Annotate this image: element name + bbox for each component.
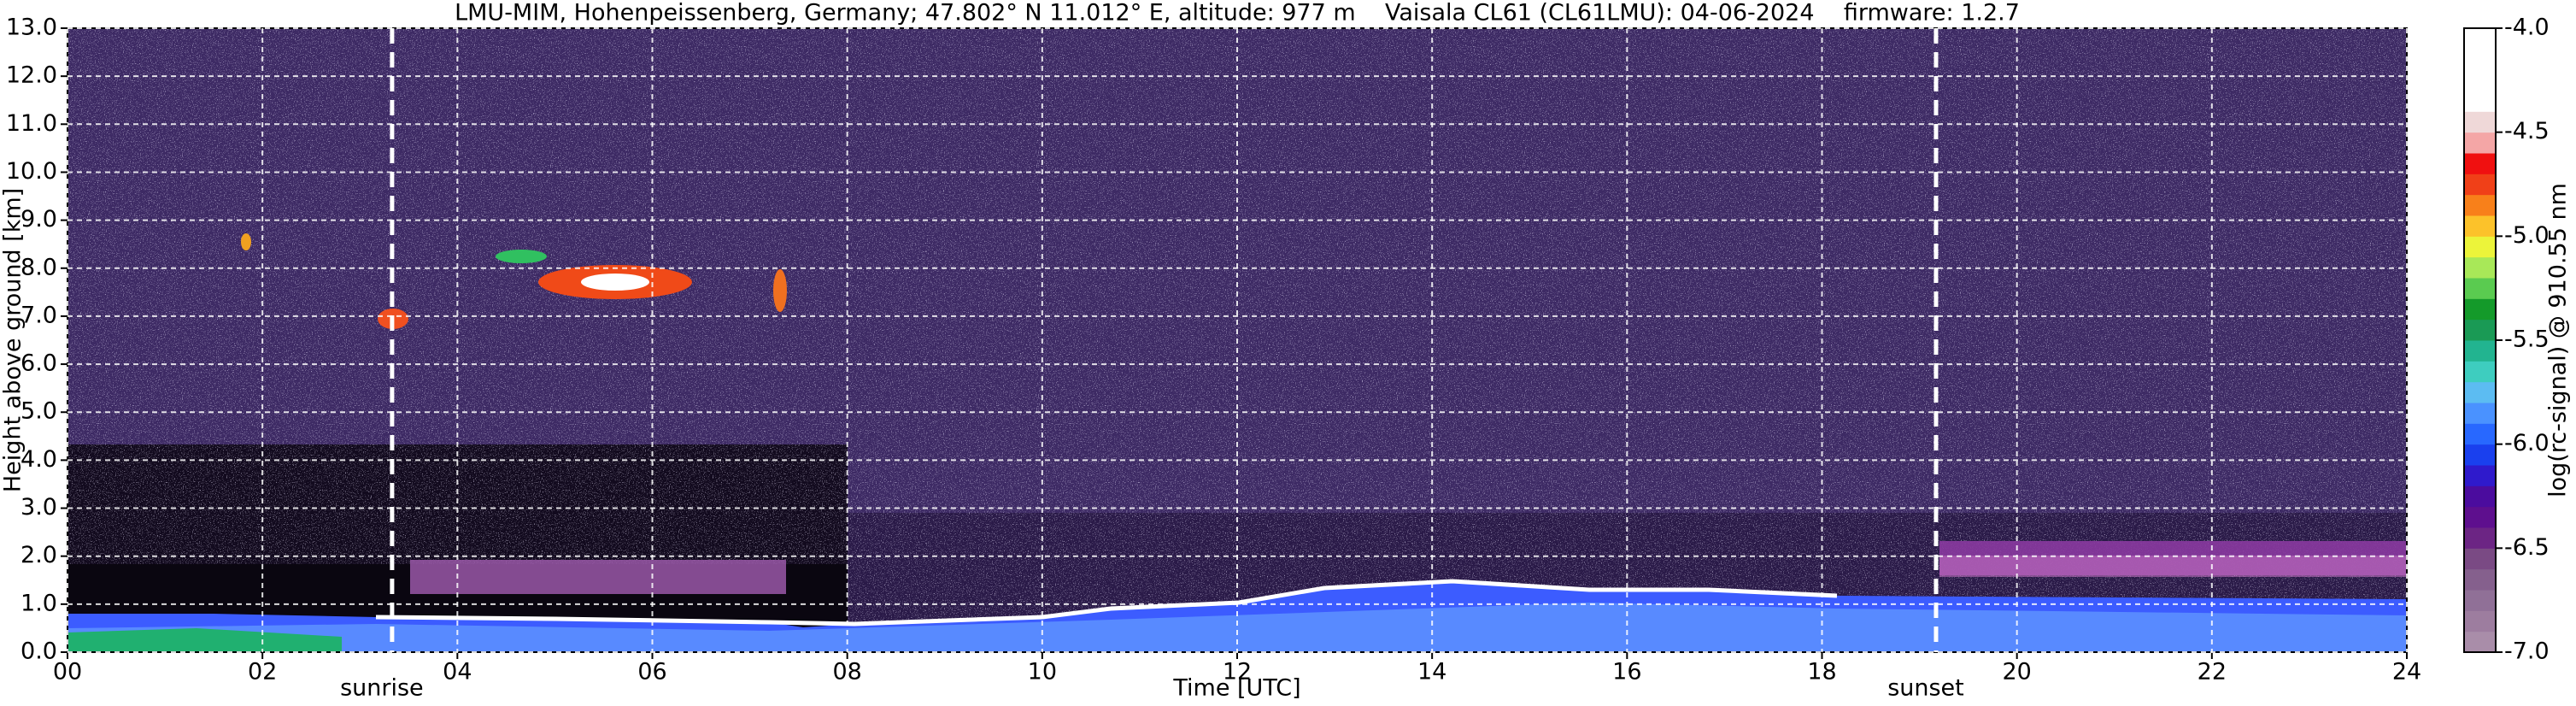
colorbar-segment <box>2464 28 2496 50</box>
colorbar-segment <box>2464 132 2496 154</box>
colorbar-tick-label: -6.0 <box>2504 430 2550 456</box>
x-tick-label: 18 <box>1807 659 1836 685</box>
x-axis-label: Time [UTC] <box>1172 675 1300 702</box>
x-tick-label: 00 <box>53 659 82 685</box>
y-tick-label: 3.0 <box>21 494 57 521</box>
x-tick-label: 14 <box>1417 659 1446 685</box>
colorbar-segment <box>2464 381 2496 403</box>
y-tick-label: 1.0 <box>21 590 57 616</box>
colorbar-segment <box>2464 423 2496 445</box>
colorbar-tick-label: -5.0 <box>2504 222 2550 249</box>
colorbar-segment <box>2464 631 2496 653</box>
colorbar-segment <box>2464 49 2496 71</box>
x-tick-label: 04 <box>443 659 472 685</box>
colorbar-tick-label: -7.0 <box>2504 638 2550 665</box>
colorbar-segment <box>2464 69 2496 91</box>
colorbar-label: log(rc-signal) @ 910.55 nm <box>2545 183 2572 497</box>
colorbar-segment <box>2464 610 2496 632</box>
colorbar-segment <box>2464 319 2496 341</box>
x-tick-label: 12 <box>1223 659 1252 685</box>
y-tick-label: 8.0 <box>21 254 57 280</box>
y-tick-label: 7.0 <box>21 302 57 328</box>
x-tick-label: 10 <box>1028 659 1057 685</box>
colorbar-segment <box>2464 215 2496 237</box>
colorbar-segment <box>2464 256 2496 279</box>
colorbar-segment <box>2464 590 2496 611</box>
y-tick-label: 6.0 <box>21 350 57 377</box>
colorbar-segment <box>2464 485 2496 508</box>
colorbar-segment <box>2464 465 2496 486</box>
colorbar-segment <box>2464 527 2496 549</box>
annotation-label: sunset <box>1887 675 1964 702</box>
colorbar-segment <box>2464 548 2496 570</box>
colorbar-segment <box>2464 91 2496 112</box>
colorbar-segment <box>2464 174 2496 196</box>
colorbar-segment <box>2464 194 2496 216</box>
y-axis-label: Height above ground [km] <box>0 188 26 492</box>
colorbar-segment <box>2464 403 2496 424</box>
colorbar-segment <box>2464 340 2496 362</box>
colorbar-segment <box>2464 153 2496 174</box>
colorbar-segment <box>2464 506 2496 528</box>
colorbar-segment <box>2464 568 2496 591</box>
y-tick-label: 13.0 <box>6 15 57 41</box>
chart-title: LMU-MIM, Hohenpeissenberg, Germany; 47.8… <box>455 0 2020 26</box>
colorbar-tick-label: -6.5 <box>2504 534 2550 561</box>
colorbar-segment <box>2464 298 2496 321</box>
colorbar-segment <box>2464 278 2496 299</box>
x-tick-label: 06 <box>637 659 666 685</box>
colorbar-tick-label: -4.0 <box>2504 15 2550 41</box>
y-tick-label: 11.0 <box>6 110 57 137</box>
colorbar-tick-label: -5.5 <box>2504 327 2550 353</box>
x-tick-label: 08 <box>832 659 861 685</box>
colorbar-segment <box>2464 236 2496 258</box>
colorbar-tick-label: -4.5 <box>2504 118 2550 144</box>
y-tick-label: 4.0 <box>21 446 57 473</box>
annotation-label: sunrise <box>340 675 424 702</box>
y-tick-label: 5.0 <box>21 398 57 425</box>
x-tick-label: 22 <box>2198 659 2227 685</box>
y-tick-label: 10.0 <box>6 158 57 185</box>
x-tick-label: 24 <box>2392 659 2421 685</box>
y-tick-label: 9.0 <box>21 206 57 232</box>
x-tick-label: 02 <box>248 659 277 685</box>
colorbar-segment <box>2464 111 2496 133</box>
y-tick-label: 0.0 <box>21 638 57 665</box>
y-tick-label: 2.0 <box>21 542 57 568</box>
y-tick-label: 12.0 <box>6 62 57 89</box>
x-tick-label: 16 <box>1612 659 1641 685</box>
x-tick-label: 20 <box>2002 659 2031 685</box>
colorbar-segment <box>2464 444 2496 466</box>
colorbar-segment <box>2464 361 2496 383</box>
